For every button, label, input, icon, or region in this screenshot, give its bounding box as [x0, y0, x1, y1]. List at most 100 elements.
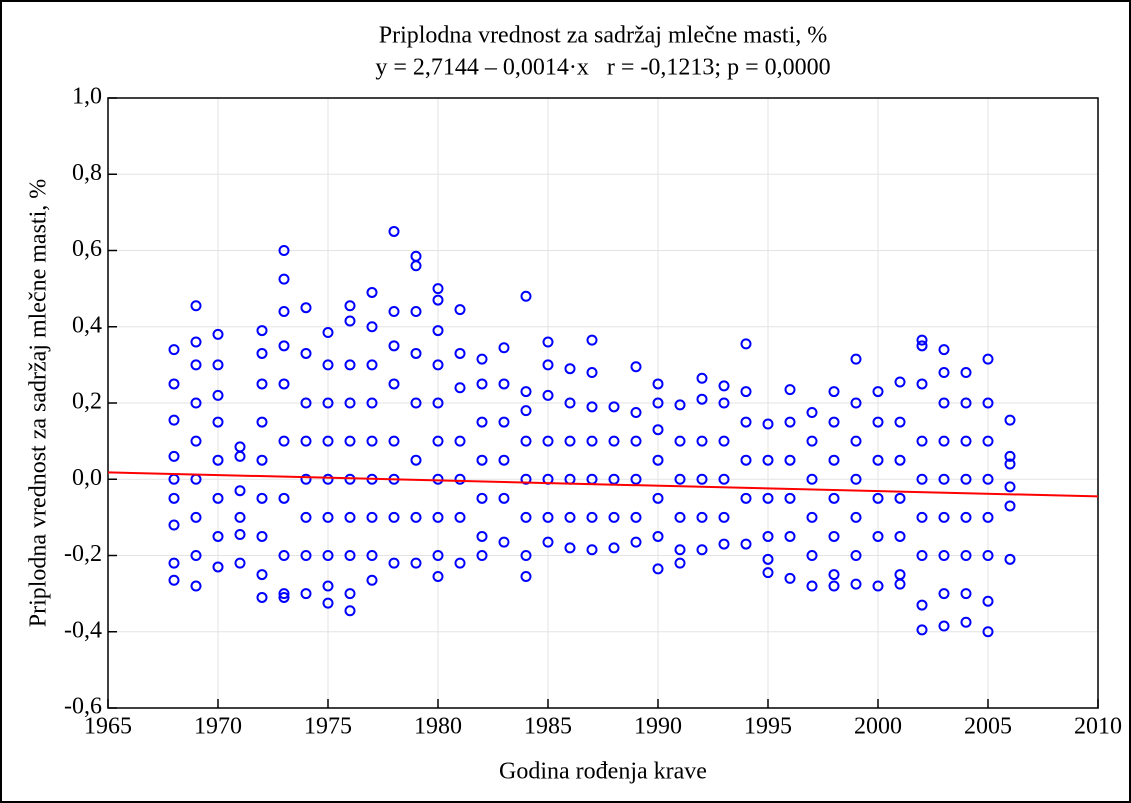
point	[806, 473, 818, 485]
point	[454, 347, 466, 359]
point	[872, 530, 884, 542]
trend-line	[107, 471, 1099, 498]
point	[564, 397, 576, 409]
point	[344, 397, 356, 409]
point	[344, 315, 356, 327]
point	[828, 416, 840, 428]
point	[366, 321, 378, 333]
point	[520, 290, 532, 302]
point	[784, 384, 796, 396]
point	[300, 588, 312, 600]
point	[410, 557, 422, 569]
point	[190, 580, 202, 592]
point	[806, 407, 818, 419]
point	[938, 367, 950, 378]
point	[916, 340, 928, 352]
point	[410, 511, 422, 523]
point	[322, 397, 334, 409]
point	[1004, 414, 1016, 426]
y-tick-label: 0,6	[72, 236, 102, 262]
point	[630, 511, 642, 523]
point	[916, 511, 928, 523]
point	[696, 473, 708, 485]
x-tick-label: 1995	[744, 714, 792, 740]
point	[674, 544, 686, 556]
point	[960, 511, 972, 523]
point	[1004, 458, 1016, 470]
point	[366, 435, 378, 447]
point	[322, 326, 334, 338]
point	[608, 542, 620, 554]
point	[520, 473, 532, 485]
point	[300, 397, 312, 409]
point	[982, 397, 994, 409]
point	[212, 389, 224, 401]
point	[740, 416, 752, 428]
point	[454, 382, 466, 394]
point	[762, 530, 774, 542]
point	[190, 550, 202, 561]
x-tick-label: 1980	[414, 714, 462, 740]
point	[696, 544, 708, 556]
point	[190, 435, 202, 447]
point	[938, 511, 950, 523]
point	[740, 454, 752, 466]
point	[652, 424, 664, 436]
point	[784, 572, 796, 584]
point	[982, 435, 994, 447]
point	[718, 538, 730, 550]
point	[256, 569, 268, 581]
point	[212, 561, 224, 573]
point	[432, 283, 444, 295]
point	[696, 393, 708, 405]
point	[322, 580, 334, 592]
point	[168, 414, 180, 426]
point	[278, 306, 290, 317]
point	[1004, 553, 1016, 565]
point	[916, 334, 928, 346]
point	[542, 435, 554, 447]
point	[850, 578, 862, 590]
point	[894, 416, 906, 428]
point	[520, 550, 532, 561]
point	[564, 511, 576, 523]
x-axis-label: Godina rođenja krave	[499, 759, 707, 785]
point	[520, 570, 532, 582]
point	[674, 557, 686, 569]
point	[300, 473, 312, 485]
point	[432, 397, 444, 409]
point	[916, 550, 928, 561]
point	[366, 550, 378, 561]
point	[366, 574, 378, 586]
point	[300, 550, 312, 561]
point	[234, 511, 246, 523]
x-tick-label: 1975	[304, 714, 352, 740]
point	[168, 450, 180, 462]
y-tick-label: 0,0	[72, 465, 102, 491]
point	[278, 550, 290, 561]
point	[256, 416, 268, 428]
point	[256, 492, 268, 504]
point	[894, 454, 906, 466]
point	[586, 435, 598, 447]
point	[300, 302, 312, 314]
point	[476, 353, 488, 365]
point	[894, 376, 906, 388]
point	[762, 454, 774, 466]
point	[454, 304, 466, 316]
point	[894, 578, 906, 590]
point	[432, 550, 444, 561]
point	[542, 511, 554, 523]
point	[784, 530, 796, 542]
point	[960, 588, 972, 600]
point	[322, 511, 334, 523]
x-tick-label: 1970	[194, 714, 242, 740]
point	[850, 353, 862, 365]
point	[586, 511, 598, 523]
point	[322, 597, 334, 609]
y-tick-label: -0,4	[64, 617, 102, 643]
point	[344, 588, 356, 600]
point	[630, 473, 642, 485]
point	[1004, 481, 1016, 493]
